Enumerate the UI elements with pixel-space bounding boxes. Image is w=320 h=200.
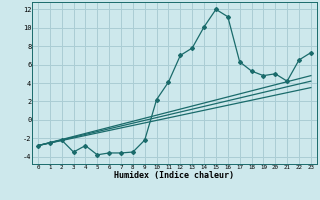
X-axis label: Humidex (Indice chaleur): Humidex (Indice chaleur) bbox=[115, 171, 234, 180]
